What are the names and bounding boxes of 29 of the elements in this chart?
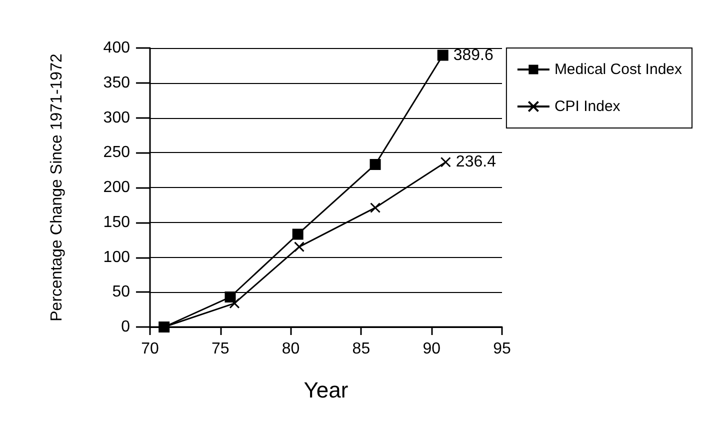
- point: [437, 50, 448, 61]
- x-tick-label: 80: [282, 340, 300, 358]
- point: [440, 156, 451, 168]
- y-tick-label: 0: [121, 318, 130, 336]
- y-tick-label: 250: [103, 144, 130, 162]
- y-tick-label: 150: [103, 214, 130, 231]
- x-tick-label: 95: [493, 340, 511, 358]
- x-axis-title: Year: [304, 378, 348, 402]
- y-tick-label: 200: [103, 179, 130, 196]
- point: [370, 202, 381, 213]
- point: [294, 242, 304, 252]
- y-tick-label: 350: [103, 74, 130, 92]
- x-tick-label: 90: [422, 340, 441, 358]
- x-tick-label: 75: [212, 340, 230, 358]
- y-tick-label: 300: [103, 109, 130, 126]
- point: [292, 228, 304, 240]
- y-tick-label: 50: [112, 284, 130, 301]
- y-tick-label: 100: [103, 248, 130, 266]
- legend-label: CPI Index: [554, 98, 621, 115]
- y-axis-title: Percentage Change Since 1971-1972: [48, 54, 66, 322]
- data-label: 236.4: [456, 154, 496, 171]
- legend-label: Medical Cost Index: [554, 61, 682, 78]
- x-tick-label: 85: [352, 340, 370, 358]
- x-tick-label: 70: [141, 340, 159, 358]
- y-tick-label: 400: [103, 40, 130, 56]
- point: [224, 292, 236, 303]
- point: [229, 298, 240, 309]
- point: [370, 158, 381, 170]
- data-label: 389.6: [453, 46, 494, 64]
